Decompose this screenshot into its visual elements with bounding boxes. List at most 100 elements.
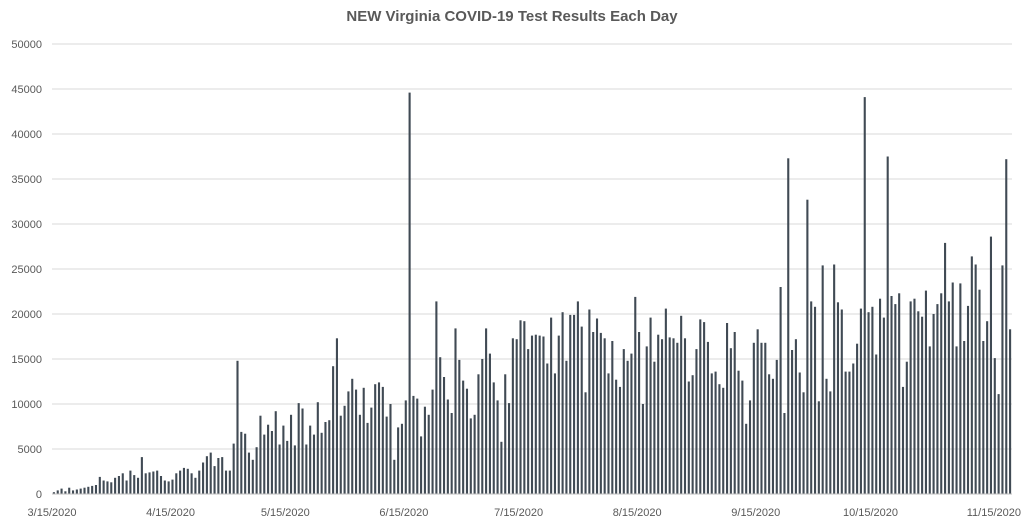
x-tick-label: 9/15/2020 [731,507,780,519]
bar [94,485,98,494]
bar [381,386,384,494]
bar [974,264,977,494]
bar [959,283,962,494]
x-tick-label: 11/15/2020 [967,507,1021,519]
bar [274,411,277,494]
bar [856,343,859,494]
bar [924,290,927,494]
bar [569,314,572,494]
bar [595,318,599,494]
bar [901,386,905,494]
bar [611,341,614,494]
bar [691,375,694,494]
bar [966,305,970,494]
bar [783,413,786,494]
bar [335,338,338,494]
bar [121,473,124,494]
bar [638,332,641,494]
bar [79,488,82,494]
bar [882,317,885,494]
bar [982,341,985,494]
bar [771,378,774,494]
bar [282,425,285,494]
bar [848,371,851,494]
bar [305,444,308,494]
bar [660,339,664,494]
bar [890,296,893,494]
bar [286,440,289,494]
bar [144,473,147,494]
bar [729,348,732,494]
bar [247,452,251,494]
bar [599,332,602,494]
bar [98,476,101,494]
bar [752,342,755,494]
bars [52,92,1012,495]
bar [289,414,293,494]
bar [538,335,541,494]
bar [913,298,916,494]
bar [798,372,801,494]
bar [159,476,163,494]
bar [332,366,335,494]
bar [722,387,725,494]
bar [741,380,744,494]
bar [768,374,771,494]
bar [125,480,128,494]
bar [944,242,947,494]
bar [64,491,67,494]
bar [963,341,966,494]
bar [485,328,488,494]
bar [527,349,530,494]
bar [293,445,296,494]
y-tick-label: 20000 [11,309,42,321]
bar [397,427,400,494]
bar [787,158,790,495]
bar [351,378,354,494]
bar [301,408,304,494]
bar [986,321,989,494]
bar [488,353,491,494]
y-tick-label: 40000 [11,129,42,141]
bar [209,452,212,494]
bar [836,302,840,494]
bar [672,338,675,494]
bar [530,335,534,494]
bar [863,97,866,494]
bar [251,459,254,494]
bar [224,470,228,494]
bar [622,349,625,494]
bar [186,468,189,494]
bar [400,423,404,494]
bar [970,256,973,494]
y-tick-label: 45000 [11,84,42,96]
y-tick-label: 50000 [11,39,42,51]
bar [905,361,908,494]
bar [565,360,568,494]
bar [362,387,365,494]
bar [129,470,132,494]
bar [523,321,526,494]
bar [867,312,870,494]
bar [481,359,484,494]
bar [909,301,912,494]
bar [236,360,239,494]
bar [859,308,862,494]
bar [343,405,346,494]
bar [645,346,648,494]
bar [217,458,220,494]
bar [894,304,897,494]
bar [389,404,392,494]
bar [404,400,407,494]
bar [829,391,832,494]
bar [940,293,943,494]
bar [791,350,794,494]
bar [492,382,495,494]
bar [657,334,660,494]
bar [726,323,729,494]
bar [91,485,94,494]
bar [439,357,442,494]
bar [75,489,78,494]
bar [879,298,882,494]
bar [156,470,159,494]
